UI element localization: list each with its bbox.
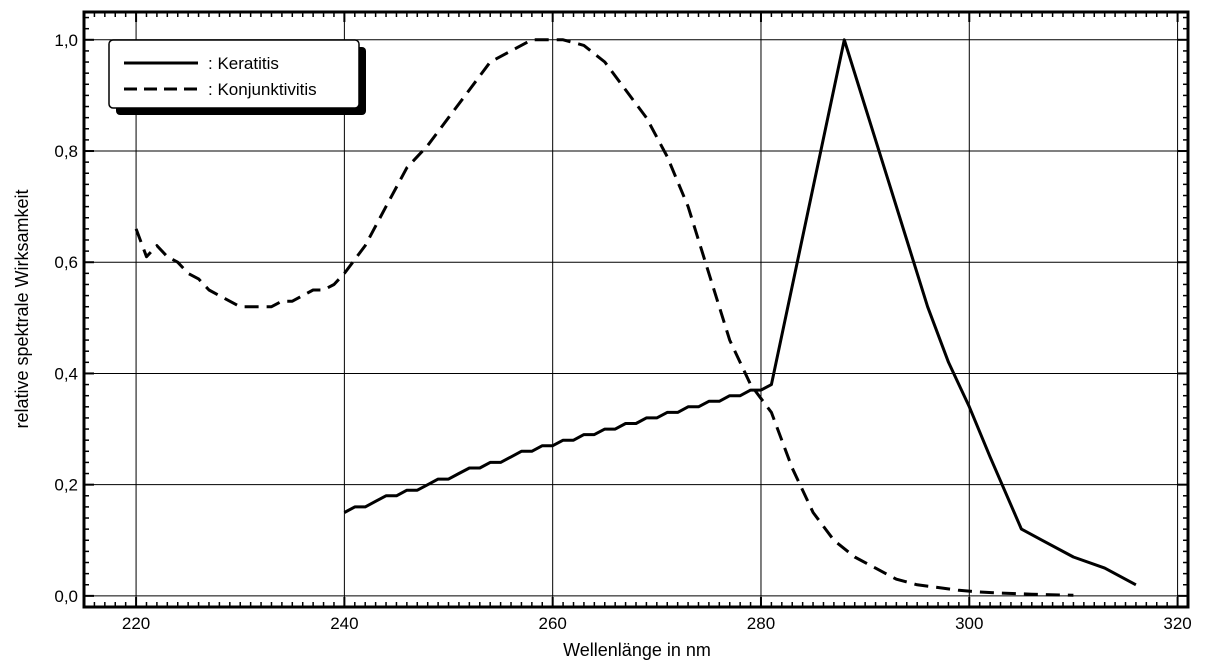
y-tick-label: 0,4 xyxy=(54,364,78,383)
x-tick-label: 240 xyxy=(330,614,358,633)
y-tick-label: 1,0 xyxy=(54,31,78,50)
series-lines xyxy=(134,38,1137,597)
legend-label-keratitis: : Keratitis xyxy=(208,54,279,73)
x-tick-label: 220 xyxy=(122,614,150,633)
y-tick-label: 0,6 xyxy=(54,253,78,272)
legend-box xyxy=(108,39,360,109)
x-tick-label: 280 xyxy=(747,614,775,633)
x-axis-title: Wellenlänge in nm xyxy=(563,640,711,660)
y-tick-label: 0,8 xyxy=(54,142,78,161)
series-line-konjunktivitis xyxy=(134,38,1074,597)
series-line-keratitis xyxy=(343,38,1137,587)
legend: : Keratitis : Konjunktivitis xyxy=(108,39,366,115)
plot-frame xyxy=(82,10,1190,609)
legend-label-konjunktivitis: : Konjunktivitis xyxy=(208,80,317,99)
x-tick-label: 260 xyxy=(538,614,566,633)
y-tick-label: 0,0 xyxy=(54,587,78,606)
tick-labels: 220 240 260 280 300 320 0,0 0,2 0,4 0,6 0,8 1,0 xyxy=(54,31,1191,633)
y-axis-title: relative spektrale Wirksamkeit xyxy=(12,189,32,428)
x-tick-label: 320 xyxy=(1163,614,1191,633)
y-tick-label: 0,2 xyxy=(54,476,78,495)
x-tick-label: 300 xyxy=(955,614,983,633)
